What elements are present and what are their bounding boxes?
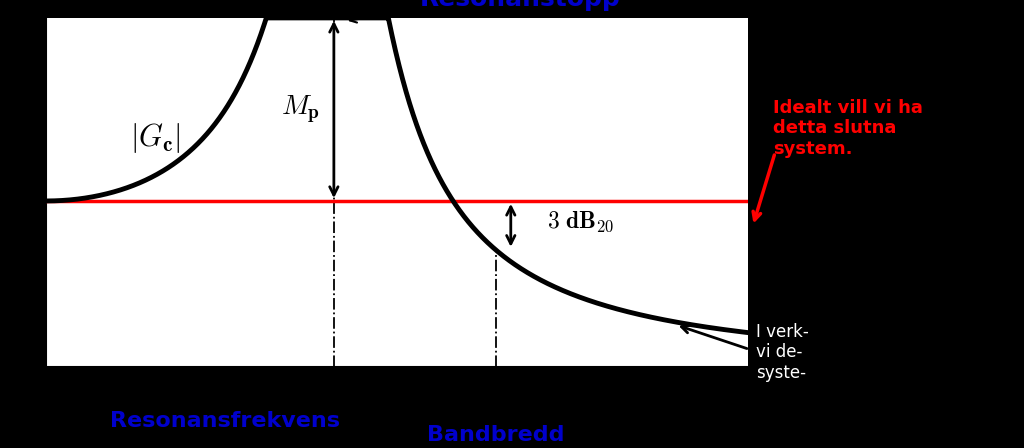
Text: $\omega_{\mathbf{B}}$: $\omega_{\mathbf{B}}$ bbox=[481, 396, 509, 420]
Text: $\omega\ [\mathrm{rad/s}]$: $\omega\ [\mathrm{rad/s}]$ bbox=[656, 396, 740, 422]
Text: Bandbredd: Bandbredd bbox=[427, 425, 564, 444]
Text: $|G_{\mathbf{c}}|$: $|G_{\mathbf{c}}|$ bbox=[130, 121, 181, 155]
Text: $\omega_{\mathbf{r}}$: $\omega_{\mathbf{r}}$ bbox=[323, 396, 345, 420]
Text: 1: 1 bbox=[7, 189, 25, 213]
Text: I verk-
vi de-
syste-: I verk- vi de- syste- bbox=[756, 323, 809, 382]
Text: Resonansfrekvens: Resonansfrekvens bbox=[111, 411, 340, 431]
Text: $3\mathrm{dB} \leftrightarrow \dfrac{1}{\sqrt{2}}$: $3\mathrm{dB} \leftrightarrow \dfrac{1}{… bbox=[773, 236, 886, 290]
Text: Idealt vill vi ha
detta slutna
system.: Idealt vill vi ha detta slutna system. bbox=[773, 99, 923, 158]
Text: $\mathbf{3\ dB_{20}}$: $\mathbf{3\ dB_{20}}$ bbox=[548, 210, 614, 234]
Text: Resonanstopp: Resonanstopp bbox=[419, 0, 620, 11]
Text: $M_{\mathbf{p}}$: $M_{\mathbf{p}}$ bbox=[281, 94, 319, 125]
